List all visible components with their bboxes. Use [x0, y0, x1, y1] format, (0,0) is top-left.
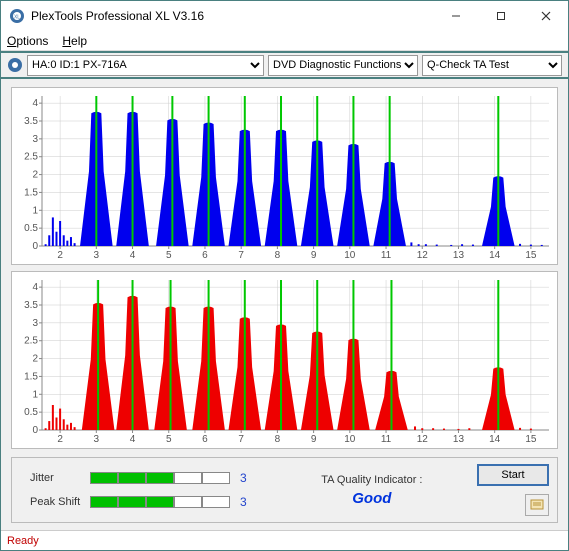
minimize-button[interactable] [433, 1, 478, 31]
svg-text:4: 4 [32, 282, 38, 293]
svg-text:0.5: 0.5 [24, 223, 38, 234]
meter-segment [90, 472, 118, 484]
svg-text:0.5: 0.5 [24, 407, 38, 418]
chart-1: 0 0.5 1 1.5 2 2.5 3 3.5 4 2 3 4 5 6 7 8 9 10 11 12 13 14 15 [11, 87, 558, 265]
meter-segment [202, 496, 230, 508]
meter-segment [118, 472, 146, 484]
svg-text:1.5: 1.5 [24, 187, 38, 198]
svg-text:11: 11 [381, 250, 392, 261]
jitter-meter: Jitter 3 [30, 471, 247, 485]
svg-text:3: 3 [32, 318, 38, 329]
svg-text:0: 0 [32, 425, 38, 436]
svg-text:1.5: 1.5 [24, 371, 38, 382]
svg-text:0: 0 [32, 241, 38, 252]
svg-text:2: 2 [32, 170, 38, 181]
quality-label: TA Quality Indicator : [267, 474, 477, 486]
meters: Jitter 3 Peak Shift 3 [30, 471, 247, 509]
svg-text:4: 4 [32, 98, 38, 109]
jitter-label: Jitter [30, 472, 90, 484]
meter-segment [174, 472, 202, 484]
svg-text:6: 6 [202, 434, 208, 445]
svg-text:15: 15 [525, 434, 537, 445]
svg-text:XL: XL [14, 14, 20, 20]
svg-text:2: 2 [57, 434, 63, 445]
options-icon-button[interactable] [525, 494, 549, 516]
chart-2: 0 0.5 1 1.5 2 2.5 3 3.5 4 2 3 4 5 6 7 8 9 10 11 12 13 14 15 [11, 271, 558, 449]
menu-options[interactable]: Options [7, 34, 48, 48]
svg-text:2.5: 2.5 [24, 152, 38, 163]
maximize-button[interactable] [478, 1, 523, 31]
jitter-value: 3 [240, 471, 247, 485]
drive-icon [7, 57, 23, 73]
svg-text:9: 9 [311, 250, 317, 261]
meter-segment [146, 496, 174, 508]
start-button[interactable]: Start [477, 464, 549, 486]
svg-text:14: 14 [489, 250, 501, 261]
meter-segment [118, 496, 146, 508]
window-buttons [433, 1, 568, 31]
svg-text:2: 2 [57, 250, 63, 261]
svg-text:7: 7 [238, 434, 244, 445]
status-text: Ready [7, 535, 39, 547]
svg-text:15: 15 [525, 250, 537, 261]
peakshift-meter: Peak Shift 3 [30, 495, 247, 509]
svg-text:5: 5 [166, 250, 172, 261]
svg-text:2.5: 2.5 [24, 336, 38, 347]
toolbar: HA:0 ID:1 PX-716A DVD Diagnostic Functio… [1, 51, 568, 79]
menu-bar: Options Help [1, 31, 568, 51]
svg-text:1: 1 [32, 205, 38, 216]
svg-text:8: 8 [275, 434, 281, 445]
svg-text:13: 13 [453, 434, 465, 445]
meter-segment [174, 496, 202, 508]
drive-select[interactable]: HA:0 ID:1 PX-716A [27, 55, 264, 76]
svg-text:7: 7 [238, 250, 244, 261]
menu-help[interactable]: Help [62, 34, 87, 48]
svg-text:10: 10 [344, 434, 356, 445]
svg-text:11: 11 [381, 434, 392, 445]
svg-text:12: 12 [417, 250, 429, 261]
svg-text:9: 9 [311, 434, 317, 445]
svg-text:4: 4 [130, 250, 136, 261]
svg-text:6: 6 [202, 250, 208, 261]
quality-indicator: TA Quality Indicator : Good [267, 474, 477, 507]
svg-text:4: 4 [130, 434, 136, 445]
meter-segment [202, 472, 230, 484]
title-bar[interactable]: XL PlexTools Professional XL V3.16 [1, 1, 568, 31]
svg-text:3.5: 3.5 [24, 300, 38, 311]
status-bar: Ready [1, 530, 568, 550]
app-window: XL PlexTools Professional XL V3.16 Optio… [0, 0, 569, 551]
svg-text:2: 2 [32, 354, 38, 365]
close-button[interactable] [523, 1, 568, 31]
quality-value: Good [267, 490, 477, 507]
svg-text:5: 5 [166, 434, 172, 445]
app-icon: XL [9, 8, 25, 24]
svg-text:8: 8 [275, 250, 281, 261]
svg-text:1: 1 [32, 389, 38, 400]
svg-text:12: 12 [417, 434, 429, 445]
svg-text:14: 14 [489, 434, 501, 445]
svg-text:3: 3 [94, 250, 100, 261]
peakshift-label: Peak Shift [30, 496, 90, 508]
svg-text:3.5: 3.5 [24, 116, 38, 127]
test-select[interactable]: Q-Check TA Test [422, 55, 562, 76]
window-title: PlexTools Professional XL V3.16 [31, 9, 433, 23]
peakshift-value: 3 [240, 495, 247, 509]
meter-segment [90, 496, 118, 508]
svg-text:3: 3 [32, 134, 38, 145]
svg-text:13: 13 [453, 250, 465, 261]
svg-text:3: 3 [94, 434, 100, 445]
bottom-panel: Jitter 3 Peak Shift 3 TA Quality Indicat… [11, 457, 558, 523]
svg-text:10: 10 [344, 250, 356, 261]
content-area: 00.511.522.533.5423456789101112131415 00… [1, 79, 568, 530]
meter-segment [146, 472, 174, 484]
mode-select[interactable]: DVD Diagnostic Functions [268, 55, 418, 76]
